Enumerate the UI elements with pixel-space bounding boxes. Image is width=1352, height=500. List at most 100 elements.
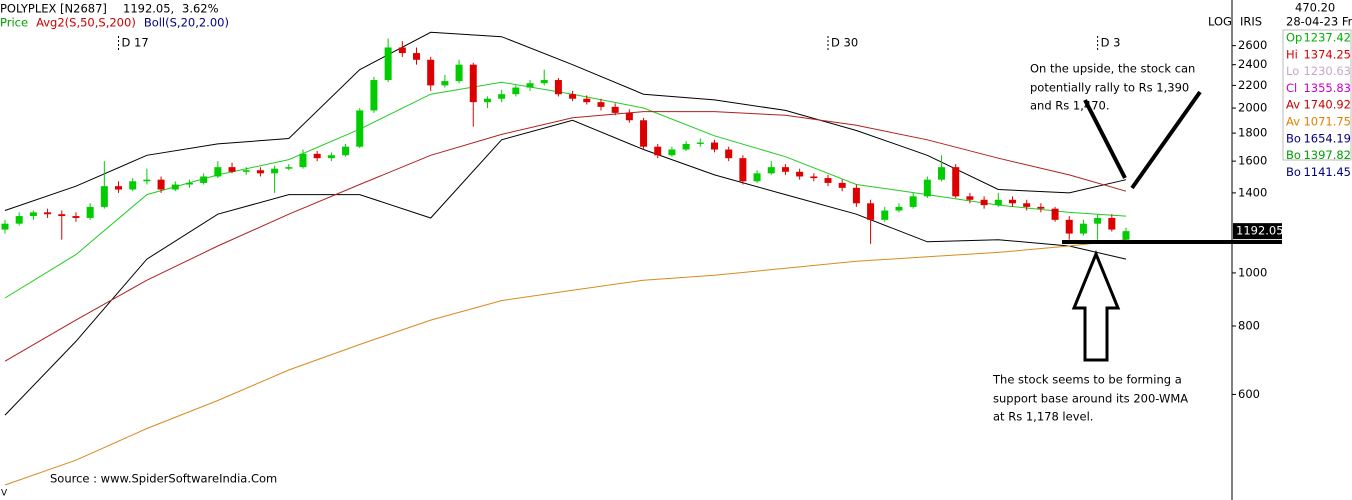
candle-body (86, 206, 94, 218)
candle-body (58, 214, 66, 217)
candle-body (256, 170, 264, 174)
candle-body (200, 176, 208, 183)
candle-body (228, 167, 236, 172)
candle-body (739, 158, 747, 182)
candle-body (569, 94, 577, 99)
info-label: Op (1286, 31, 1302, 45)
candle-body (781, 167, 789, 172)
change: 3.62% (182, 2, 219, 16)
candle-body (938, 167, 946, 180)
y-tick-label: 1400 (1238, 185, 1267, 199)
support-arrow (1071, 250, 1121, 362)
info-label: Hi (1286, 47, 1298, 61)
y-tick-label: 2000 (1238, 101, 1267, 115)
annotation: support base around its 200-WMA (993, 392, 1188, 406)
y-tick-label: 800 (1238, 319, 1260, 333)
candle-body (625, 112, 633, 121)
candle-body (469, 64, 477, 103)
y-tick-label: 1000 (1238, 265, 1267, 279)
candle-body (554, 80, 562, 95)
candle-body (838, 182, 846, 188)
candle-body (129, 181, 137, 190)
pointer-line (1130, 90, 1202, 190)
candle-body (867, 203, 875, 220)
info-value: 1374.25 (1303, 47, 1351, 61)
candle-body (171, 184, 179, 190)
candle-body (682, 143, 690, 150)
legend-entry: Price (0, 16, 28, 30)
candle-body (696, 142, 704, 144)
price-text: 1192.05, (123, 2, 174, 16)
candle-body (512, 87, 520, 95)
info-value: 1237.42 (1303, 31, 1351, 45)
candle-body (384, 47, 392, 81)
candle-body (185, 182, 193, 185)
candle-body (483, 98, 491, 103)
info-date: 28-04-23 Fri (1286, 15, 1352, 29)
candle-body (753, 173, 761, 182)
scale-label: LOG (1208, 15, 1232, 29)
candle-body (1094, 217, 1102, 224)
candle-body (1, 223, 9, 230)
symbol: POLYPLEX [N2687] (0, 2, 107, 16)
candle-body (1008, 199, 1016, 204)
source: Source : www.SpiderSoftwareIndia.Com (50, 472, 277, 486)
info-label: Bo (1286, 131, 1301, 145)
info-value: 1071.75 (1303, 115, 1351, 129)
candle-body (540, 80, 548, 84)
candle-body (115, 186, 123, 190)
y-tick-label: 1800 (1238, 126, 1267, 140)
candle-body (597, 102, 605, 107)
info-label: Bo (1286, 148, 1301, 162)
candle-body (810, 176, 818, 179)
candle-body (441, 81, 449, 86)
plot (1, 31, 1130, 486)
candle-body (923, 179, 931, 197)
candle-body (767, 167, 775, 174)
candle-body (1065, 219, 1073, 234)
date-label: D 17 (122, 36, 149, 50)
candle-body (327, 155, 335, 159)
candle-body (498, 94, 506, 99)
candle-body (356, 110, 364, 147)
y-tick-label: 2600 (1238, 38, 1267, 52)
indicator-line (4, 111, 1127, 362)
candle-body (1079, 223, 1087, 234)
indicator-line (4, 119, 1127, 416)
info-value: 1355.83 (1303, 81, 1351, 95)
candle-body (611, 106, 619, 113)
date-label: D 3 (1101, 36, 1121, 50)
candle-body (668, 149, 676, 156)
info-label: Cl (1286, 81, 1297, 95)
candle-body (413, 53, 421, 60)
candle-body (640, 120, 648, 147)
candle-body (15, 216, 23, 224)
candle-body (994, 199, 1002, 206)
info-value: 1654.19 (1303, 131, 1351, 145)
info-label: Av (1286, 115, 1300, 129)
info-value: 1397.82 (1303, 148, 1351, 162)
candle-body (427, 59, 435, 86)
candle-body (313, 153, 321, 159)
candle-body (1037, 206, 1045, 209)
annotation: at Rs 1,178 level. (993, 410, 1093, 424)
candle-body (29, 212, 37, 217)
candle-body (299, 153, 307, 168)
candle-body (44, 212, 52, 215)
candle-body (1023, 203, 1031, 207)
info-label: Av (1286, 98, 1300, 112)
candle-body (796, 171, 804, 177)
annotation: On the upside, the stock can (1030, 62, 1195, 76)
candle-body (881, 210, 889, 220)
candle-body (455, 64, 463, 82)
legend-entry: Avg2(S,50,S,200) (36, 16, 136, 30)
info-label: Lo (1286, 64, 1299, 78)
candle-body (583, 98, 591, 103)
tool-label: IRIS (1240, 15, 1262, 29)
candle-body (370, 80, 378, 111)
candle-body (980, 199, 988, 206)
info-value: 1230.63 (1303, 64, 1351, 78)
candle-body (1108, 217, 1116, 230)
candle-body (852, 187, 860, 204)
